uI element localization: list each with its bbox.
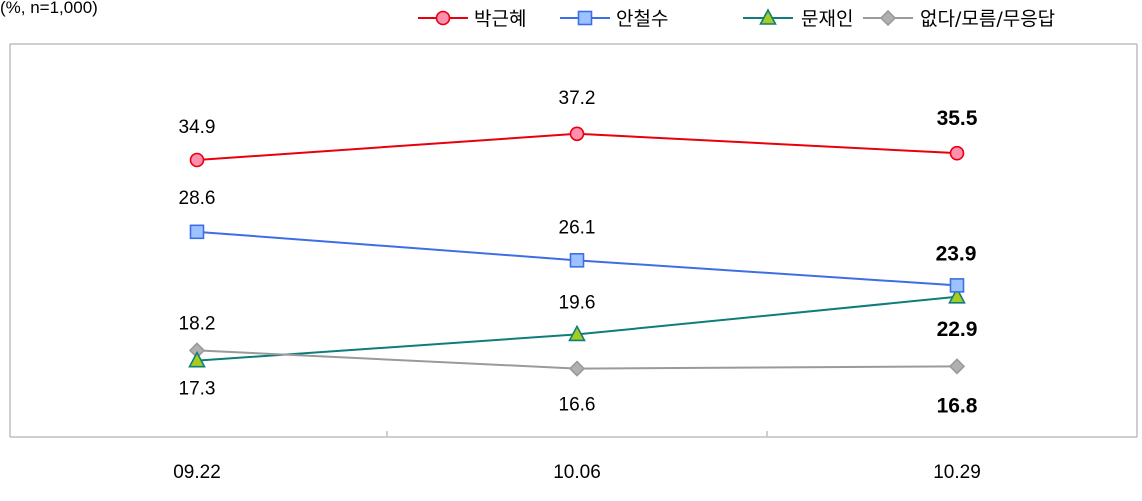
data-point-circle	[949, 145, 965, 161]
plot-frame	[9, 43, 1138, 438]
data-point-triangle	[568, 324, 586, 342]
data-point-triangle	[948, 287, 966, 304]
data-point-diamond	[879, 9, 897, 27]
x-tick-label: 10.06	[553, 462, 601, 483]
series-markers	[189, 126, 965, 168]
legend-item: 없다/모름/무응답	[863, 8, 1055, 30]
data-label: 37.2	[559, 88, 596, 109]
series-markers	[188, 342, 966, 377]
data-point-square	[577, 10, 593, 26]
legend-label: 안철수	[616, 8, 668, 30]
data-point-triangle	[188, 350, 206, 368]
data-point-diamond	[948, 358, 966, 375]
data-labels: 34.9 37.2 35.5 28.6 26.1 23.9 17.3 19.6 22.9 18.2…	[179, 88, 978, 418]
data-point-square	[949, 278, 965, 293]
data-point-square	[569, 253, 585, 268]
legend-label: 없다/모름/무응답	[920, 8, 1055, 30]
legend-label: 문재인	[801, 8, 853, 30]
legend-item: 문재인	[743, 8, 853, 30]
data-point-circle	[569, 126, 585, 142]
data-label: 17.3	[179, 379, 216, 400]
unit-note: (%, n=1,000)	[0, 0, 98, 17]
legend-label: 박근혜	[474, 8, 526, 30]
data-point-triangle	[759, 8, 777, 25]
data-point-circle	[435, 10, 451, 26]
series-markers	[188, 287, 966, 368]
data-label: 22.9	[937, 318, 978, 341]
data-label: 16.6	[559, 395, 596, 416]
data-point-diamond	[568, 360, 586, 377]
data-label: 35.5	[937, 107, 978, 130]
series-markers	[189, 224, 965, 293]
data-point-circle	[189, 152, 205, 168]
data-label: 26.1	[559, 217, 596, 238]
data-label: 28.6	[179, 188, 216, 209]
data-label: 18.2	[179, 313, 216, 334]
series-layer	[188, 126, 966, 377]
legend-item: 안철수	[560, 8, 668, 30]
data-label: 16.8	[937, 394, 978, 417]
legend-item: 박근혜	[418, 8, 526, 30]
chart-legend: 박근혜 안철수 문재인 없다/모름/무응답	[418, 8, 1055, 30]
x-tick-label: 10.29	[933, 462, 981, 483]
x-axis: 09.22 10.06 10.29	[173, 462, 981, 483]
x-tick-label: 09.22	[173, 462, 221, 483]
data-point-square	[189, 224, 205, 240]
data-label: 19.6	[559, 292, 596, 313]
data-label: 23.9	[936, 242, 977, 265]
data-label: 34.9	[179, 117, 216, 138]
